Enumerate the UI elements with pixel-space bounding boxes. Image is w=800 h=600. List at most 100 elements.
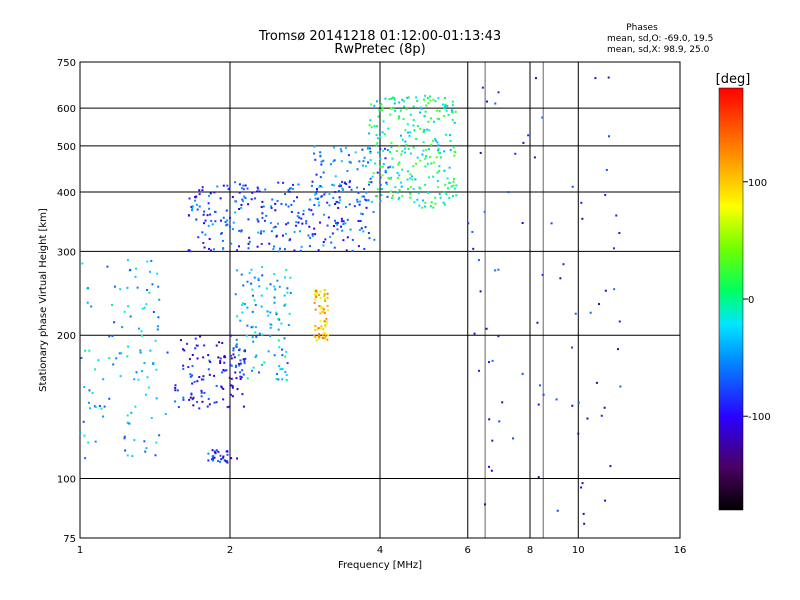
- data-point: [188, 249, 191, 252]
- data-point: [292, 188, 295, 191]
- data-point: [452, 180, 455, 183]
- data-point: [120, 352, 123, 355]
- data-point: [186, 342, 189, 345]
- data-point: [187, 366, 190, 369]
- data-point: [340, 225, 343, 228]
- data-point: [244, 196, 247, 199]
- data-point: [345, 249, 348, 252]
- x-tick-label: 4: [377, 545, 383, 556]
- data-point: [79, 431, 82, 434]
- data-point: [432, 139, 435, 142]
- data-point: [275, 313, 278, 316]
- data-point: [379, 165, 382, 168]
- data-point: [327, 216, 330, 219]
- y-tick-label: 300: [57, 247, 76, 258]
- data-point: [270, 230, 273, 233]
- data-point: [207, 452, 210, 455]
- data-point: [320, 307, 323, 310]
- data-point: [398, 196, 401, 199]
- data-point: [222, 368, 225, 371]
- data-point: [242, 200, 245, 203]
- data-point: [119, 288, 122, 291]
- y-tick-label: 600: [57, 104, 76, 115]
- data-point: [406, 123, 409, 126]
- data-point: [273, 245, 276, 248]
- data-point: [258, 371, 261, 374]
- data-point: [398, 188, 401, 191]
- data-point: [244, 357, 247, 360]
- data-point: [182, 364, 185, 367]
- data-point: [243, 360, 246, 363]
- data-point: [384, 169, 387, 172]
- data-point: [231, 228, 234, 231]
- data-point: [274, 288, 277, 291]
- data-point: [318, 221, 321, 224]
- data-point: [338, 185, 341, 188]
- data-point: [310, 184, 313, 187]
- data-point: [322, 244, 325, 247]
- data-point: [254, 326, 257, 329]
- data-point: [247, 218, 250, 221]
- data-point: [149, 349, 152, 352]
- data-point: [240, 187, 243, 190]
- data-point: [368, 183, 371, 186]
- x-tick-label: 1: [77, 545, 83, 556]
- data-point: [416, 198, 419, 201]
- data-point: [318, 186, 321, 189]
- data-point: [221, 371, 224, 374]
- data-point: [223, 459, 226, 462]
- data-point: [264, 188, 267, 191]
- data-point: [322, 171, 325, 174]
- data-point: [443, 115, 446, 118]
- data-point: [388, 98, 391, 101]
- x-tick-label: 16: [674, 545, 687, 556]
- data-point: [497, 268, 500, 271]
- data-point: [200, 391, 203, 394]
- data-point: [242, 188, 245, 191]
- data-point: [427, 176, 430, 179]
- data-point: [235, 343, 238, 346]
- data-point: [326, 297, 329, 300]
- data-point: [369, 177, 372, 180]
- data-point: [240, 273, 243, 276]
- data-point: [346, 218, 349, 221]
- data-point: [308, 208, 311, 211]
- data-point: [182, 396, 185, 399]
- data-point: [342, 222, 345, 225]
- data-point: [594, 77, 597, 80]
- data-point: [379, 147, 382, 150]
- data-point: [203, 246, 206, 249]
- data-point: [369, 158, 372, 161]
- data-point: [380, 188, 383, 191]
- data-point: [201, 231, 204, 234]
- data-point: [258, 190, 261, 193]
- data-point: [376, 151, 379, 154]
- data-point: [488, 361, 491, 364]
- data-point: [243, 195, 246, 198]
- data-point: [422, 199, 425, 202]
- data-point: [432, 206, 435, 209]
- data-point: [261, 333, 264, 336]
- data-point: [210, 219, 213, 222]
- data-point: [129, 268, 132, 271]
- data-point: [373, 238, 376, 241]
- data-point: [225, 369, 228, 372]
- data-point: [424, 201, 427, 204]
- y-axis: 75 100 200 300 400 500 600 750: [57, 58, 76, 545]
- data-point: [365, 191, 368, 194]
- data-point: [198, 193, 201, 196]
- data-point: [202, 356, 205, 359]
- data-point: [220, 458, 223, 461]
- data-point: [328, 204, 331, 207]
- data-point: [409, 196, 412, 199]
- data-point: [144, 393, 147, 396]
- data-point: [382, 149, 385, 152]
- data-point: [395, 149, 398, 152]
- data-point: [208, 247, 211, 250]
- data-point: [200, 395, 203, 398]
- data-point: [410, 175, 413, 178]
- data-point: [243, 303, 246, 306]
- data-point: [341, 180, 344, 183]
- data-point: [313, 290, 316, 293]
